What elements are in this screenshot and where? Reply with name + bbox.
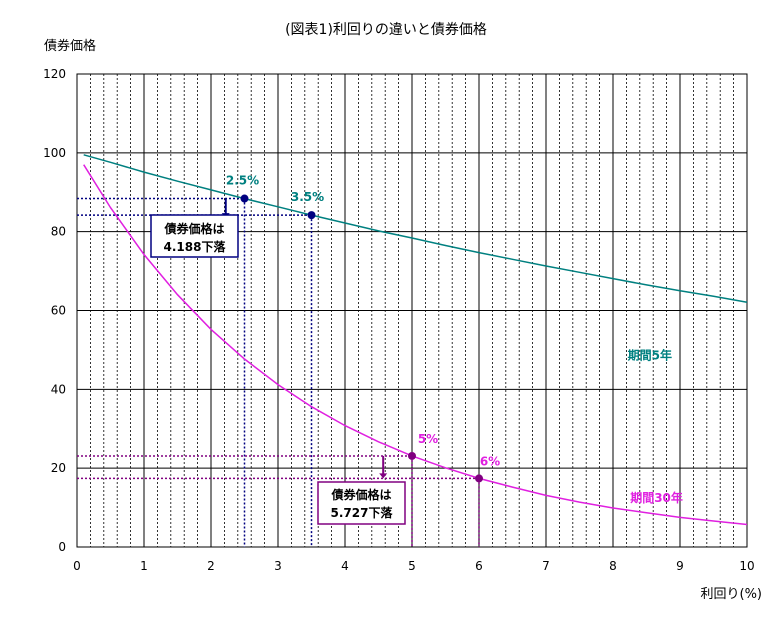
x-tick-label: 9 bbox=[676, 559, 684, 573]
y-axis-label: 債券価格 bbox=[44, 38, 96, 54]
annotation-box bbox=[150, 214, 239, 258]
annotation-box bbox=[317, 481, 406, 525]
data-point-label: 2.5% bbox=[226, 174, 259, 188]
annotation-text: 債券価格は bbox=[330, 487, 391, 502]
x-tick-label: 7 bbox=[542, 559, 550, 573]
y-tick-label: 100 bbox=[43, 146, 66, 160]
data-point bbox=[307, 211, 316, 220]
series-label: 期間30年 bbox=[630, 490, 683, 505]
data-point-label: 6% bbox=[480, 454, 500, 468]
x-tick-label: 5 bbox=[408, 559, 416, 573]
y-tick-label: 80 bbox=[51, 225, 66, 239]
data-point-label: 3.5% bbox=[291, 190, 324, 204]
x-tick-label: 1 bbox=[140, 559, 148, 573]
x-tick-label: 6 bbox=[475, 559, 483, 573]
annotation-text: 債券価格は bbox=[163, 221, 224, 236]
chart-title: (図表1)利回りの違いと債券価格 bbox=[285, 22, 487, 38]
x-tick-label: 8 bbox=[609, 559, 617, 573]
y-tick-label: 120 bbox=[43, 67, 66, 81]
data-point bbox=[408, 451, 416, 460]
x-tick-label: 3 bbox=[274, 559, 282, 573]
series-label: 期間5年 bbox=[628, 347, 672, 362]
y-tick-label: 40 bbox=[51, 382, 66, 396]
annotation-text: 5.727下落 bbox=[331, 505, 394, 520]
y-tick-label: 0 bbox=[58, 540, 66, 554]
drop-arrow-head bbox=[379, 473, 388, 479]
x-tick-label: 0 bbox=[73, 559, 81, 573]
x-tick-label: 4 bbox=[341, 559, 349, 573]
x-tick-label: 10 bbox=[739, 559, 754, 573]
y-tick-label: 20 bbox=[51, 461, 66, 475]
data-point-label: 5% bbox=[418, 432, 438, 446]
annotation-text: 4.188下落 bbox=[164, 239, 227, 254]
x-tick-label: 2 bbox=[207, 559, 215, 573]
data-point bbox=[240, 194, 249, 203]
y-tick-label: 60 bbox=[51, 304, 66, 318]
series-line bbox=[83, 154, 748, 303]
x-axis-label: 利回り(%) bbox=[701, 587, 763, 602]
data-point bbox=[475, 474, 483, 483]
